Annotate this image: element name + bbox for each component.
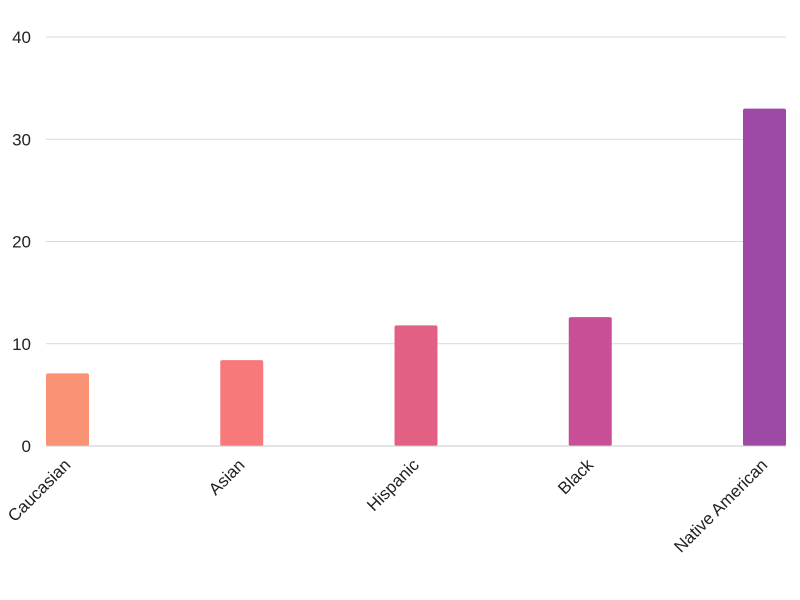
x-tick-label: Hispanic	[363, 455, 423, 515]
bar-asian	[220, 360, 264, 446]
bars	[46, 108, 786, 446]
gridlines	[46, 36, 786, 345]
x-axis-labels: Caucasian Asian Hispanic Black Native Americ…	[4, 455, 771, 556]
x-tick-label: Native American	[670, 455, 771, 556]
x-tick-label: Caucasian	[4, 455, 74, 525]
bar-caucasian	[46, 373, 89, 446]
y-tick-label: 0	[22, 437, 31, 456]
bar-native-american	[743, 108, 786, 446]
y-tick-label: 30	[12, 130, 31, 149]
y-tick-label: 20	[12, 233, 31, 252]
y-tick-label: 10	[12, 335, 31, 354]
y-tick-label: 40	[12, 28, 31, 47]
bar-hispanic	[394, 325, 438, 446]
bar-black	[568, 317, 612, 446]
x-tick-label: Black	[554, 455, 597, 498]
x-tick-label: Asian	[205, 455, 249, 499]
y-axis-ticks: 0 10 20 30 40	[12, 28, 31, 456]
